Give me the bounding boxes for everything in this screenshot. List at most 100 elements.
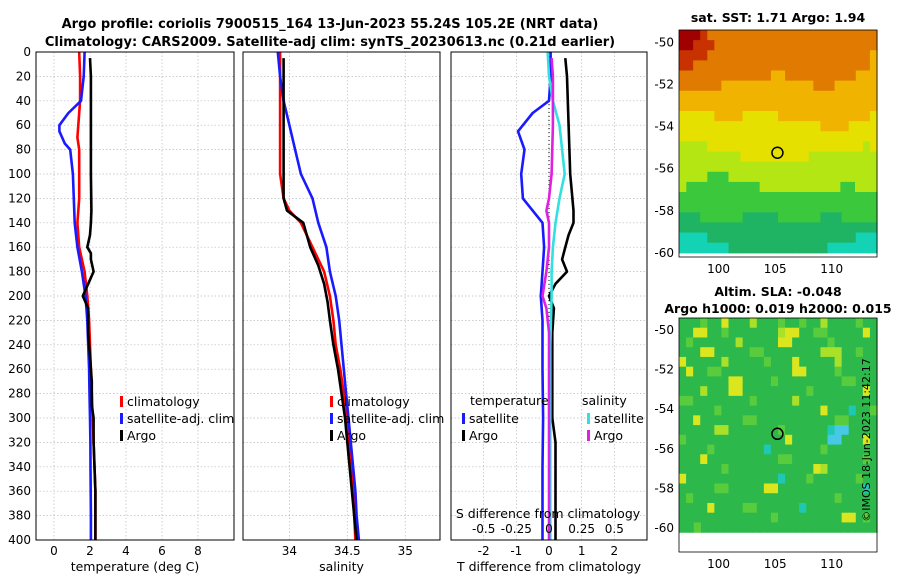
map-cell (733, 161, 742, 173)
map-cell (735, 100, 744, 112)
map-cell (820, 70, 829, 82)
map-cell (778, 512, 786, 524)
map-cell (862, 242, 871, 254)
map-cell (834, 405, 843, 416)
map-cell (770, 212, 779, 224)
map-cell (834, 318, 843, 329)
lon-tick-label: 110 (820, 557, 843, 571)
map-cell (855, 242, 864, 254)
map-cell (820, 512, 829, 524)
map-cell (756, 454, 765, 465)
map-cell (813, 232, 822, 244)
map-cell (686, 242, 694, 254)
map-cell (700, 473, 708, 485)
map-cell (721, 454, 730, 465)
map-cell (792, 90, 800, 102)
depth-tick-label: 160 (8, 240, 31, 254)
map-cell (848, 405, 857, 416)
map-cell (770, 405, 779, 416)
map-cell (855, 376, 864, 387)
map-cell (693, 30, 701, 41)
map-cell (841, 232, 850, 244)
map-cell (778, 473, 786, 485)
map-cell (820, 386, 829, 397)
depth-tick-label: 140 (8, 216, 31, 230)
map-cell (749, 80, 758, 92)
map-cell (770, 454, 779, 465)
map-cell (848, 100, 857, 112)
map-cell (693, 202, 701, 213)
map-cell (679, 366, 687, 377)
map-cell (869, 327, 878, 339)
map-cell (827, 464, 836, 475)
map-cell (735, 232, 744, 244)
map-cell (714, 425, 723, 436)
map-cell (792, 386, 800, 397)
map-cell (827, 473, 836, 485)
map-cell (848, 222, 857, 234)
map-cell (825, 181, 834, 193)
map-cell (778, 347, 786, 358)
map-cell (693, 50, 701, 61)
map-cell (714, 483, 723, 494)
map-cell (855, 415, 864, 426)
map-cell (700, 222, 708, 234)
map-cell (848, 434, 857, 446)
map-title: sat. SST: 1.71 Argo: 1.94 (691, 10, 866, 25)
map-cell (862, 222, 871, 234)
map-cell (770, 366, 779, 377)
map-cell (778, 464, 786, 475)
map-cell (686, 171, 694, 183)
map-cell (862, 90, 871, 102)
map-cell (763, 60, 772, 72)
map-cell (700, 347, 708, 358)
map-cell (714, 405, 723, 416)
map-cell (749, 131, 758, 142)
map-cell (869, 242, 878, 254)
map-cell (856, 151, 864, 163)
map-cell (855, 327, 864, 339)
map-cell (763, 70, 772, 82)
map-cell (855, 356, 864, 368)
map-cell (841, 131, 850, 142)
map-cell (869, 483, 878, 494)
map-cell (735, 347, 744, 358)
map-cell (721, 434, 730, 446)
map-cell (785, 337, 793, 348)
map-cell (833, 181, 841, 193)
lat-tick-label: -50 (654, 36, 674, 50)
map-cell (799, 111, 807, 122)
map-cell (806, 318, 814, 329)
map-subtitle: Argo h1000: 0.019 h2000: 0.015 (664, 301, 891, 316)
map-cell (840, 181, 849, 193)
map-cell (679, 232, 687, 244)
map-cell (707, 212, 715, 224)
map-cell (785, 386, 793, 397)
map-cell (770, 512, 779, 524)
map-cell (679, 171, 687, 183)
map-cell (813, 425, 822, 436)
legend-entry-label: climatology (127, 394, 200, 409)
map-cell (754, 161, 762, 173)
map-cell (763, 473, 772, 485)
map-cell (693, 121, 701, 132)
map-cell (799, 444, 807, 455)
x-tick-label: 6 (158, 544, 166, 558)
legend-entry-swatch (120, 396, 123, 407)
map-cell (693, 415, 701, 426)
map-cell (714, 111, 723, 122)
map-cell (799, 121, 807, 132)
map-cell (820, 483, 829, 494)
depth-tick-label: 240 (8, 338, 31, 352)
map-cell (745, 181, 753, 193)
map-cell (728, 202, 737, 213)
map-cell (742, 171, 751, 183)
map-cell (855, 70, 864, 82)
map-cell (848, 111, 857, 122)
map-cell (728, 454, 737, 465)
map-cell (700, 464, 708, 475)
map-cell (735, 318, 744, 329)
map-cell (749, 90, 758, 102)
map-cell (759, 522, 768, 533)
map-cell (869, 181, 878, 193)
